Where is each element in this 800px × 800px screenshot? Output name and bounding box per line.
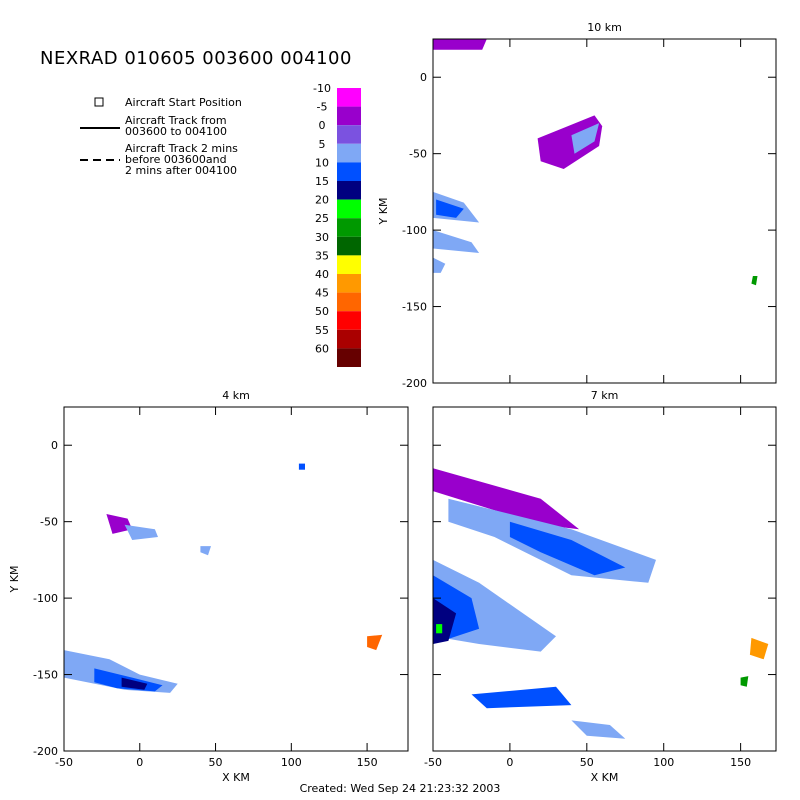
echo-region — [433, 39, 487, 50]
y-tick-label: -50 — [409, 148, 427, 161]
x-tick-label: 50 — [209, 756, 223, 769]
echo-region — [571, 123, 600, 154]
page-title: NEXRAD 010605 003600 004100 — [40, 48, 352, 69]
echo-region — [740, 676, 749, 687]
legend-track-label-1: Aircraft Track from — [125, 114, 227, 127]
x-tick-label: 100 — [653, 756, 674, 769]
legend-start-label: Aircraft Start Position — [125, 96, 242, 109]
colorbar-label: 15 — [315, 175, 329, 188]
y-tick-label: -150 — [33, 669, 58, 682]
colorbar-label: 25 — [315, 212, 329, 225]
start-position-marker-icon — [94, 97, 104, 107]
colorbar-label: 45 — [315, 287, 329, 300]
echo-region — [200, 546, 211, 556]
y-tick-label: -50 — [40, 516, 58, 529]
colorbar-swatch — [337, 125, 361, 144]
x-axis-label: X KM — [222, 771, 250, 784]
x-tick-label: -50 — [55, 756, 73, 769]
y-axis-label: Y KM — [8, 566, 21, 594]
echo-region — [471, 686, 572, 709]
x-tick-label: 0 — [506, 756, 513, 769]
legend-track-label-2: 003600 to 004100 — [125, 125, 227, 138]
colorbar-swatch — [337, 162, 361, 181]
y-tick-label: 0 — [420, 71, 427, 84]
colorbar-swatch — [337, 292, 361, 312]
x-axis-label: X KM — [591, 771, 619, 784]
echo-region — [537, 115, 603, 169]
plot-frame — [432, 406, 777, 752]
colorbar-label: 20 — [315, 194, 329, 207]
y-tick-label: -150 — [402, 301, 427, 314]
echo-region — [433, 257, 446, 273]
panel-10km: 10 km 0 -50 -100 -150 -200 Y KM — [377, 21, 777, 390]
echo-region — [509, 521, 626, 576]
echo-region — [106, 514, 133, 534]
colorbar-label: 60 — [315, 342, 329, 355]
y-tick-label: -100 — [33, 592, 58, 605]
echo-region — [298, 463, 305, 470]
colorbar-swatch — [337, 181, 361, 200]
x-tick-label: 50 — [580, 756, 594, 769]
legend: Aircraft Start Position Aircraft Track f… — [80, 96, 242, 177]
colorbar-swatch — [337, 255, 361, 274]
y-tick-label: 0 — [51, 439, 58, 452]
colorbar-label: 10 — [315, 156, 329, 169]
echo-region — [433, 468, 580, 530]
colorbar-label: 30 — [315, 231, 329, 244]
colorbar-swatch — [337, 106, 361, 126]
panel-7km: 7 km -50 0 50 100 150 X KM — [424, 389, 777, 784]
echo-region — [121, 677, 148, 690]
colorbar-label: 50 — [315, 305, 329, 318]
legend-extended-label-3: 2 mins after 004100 — [125, 164, 237, 177]
colorbar-label: 0 — [319, 119, 326, 132]
colorbar-label: 55 — [315, 324, 329, 337]
colorbar-swatch — [337, 143, 361, 163]
color-scale: -10 -5 0 5 10 15 20 25 30 35 40 45 50 55 60 — [313, 82, 361, 367]
colorbar-swatch — [337, 236, 361, 256]
panel-title: 10 km — [587, 21, 622, 34]
colorbar-swatch — [337, 274, 361, 293]
legend-extended-label-1: Aircraft Track 2 mins — [125, 142, 238, 155]
colorbar-swatch — [337, 199, 361, 219]
echo-region — [124, 524, 158, 540]
plot-frame — [432, 38, 777, 384]
y-tick-label: -100 — [402, 224, 427, 237]
colorbar-swatch — [337, 218, 361, 237]
echo-region — [749, 637, 769, 660]
legend-extended-label-2: before 003600and — [125, 153, 227, 166]
y-axis-label: Y KM — [377, 198, 390, 226]
echo-region — [751, 276, 758, 286]
colorbar-label: 40 — [315, 268, 329, 281]
echo-region — [433, 230, 480, 253]
colorbar-swatch — [337, 348, 361, 367]
x-tick-label: -50 — [424, 756, 442, 769]
x-tick-label: 0 — [136, 756, 143, 769]
panel-title: 7 km — [591, 389, 619, 402]
echo-region — [436, 199, 464, 218]
colorbar-swatch — [337, 311, 361, 330]
plot-frame — [63, 406, 409, 752]
created-footer: Created: Wed Sep 24 21:23:32 2003 — [300, 782, 501, 795]
colorbar-label: -5 — [317, 101, 328, 114]
echo-region — [436, 624, 443, 634]
y-tick-label: -200 — [402, 377, 427, 390]
colorbar-swatch — [337, 88, 361, 107]
echo-region — [367, 634, 383, 651]
x-tick-label: 150 — [357, 756, 378, 769]
colorbar-label: -10 — [313, 82, 331, 95]
colorbar-swatch — [337, 329, 361, 349]
panel-title: 4 km — [222, 389, 250, 402]
x-tick-label: 150 — [730, 756, 751, 769]
x-tick-label: 100 — [281, 756, 302, 769]
echo-region — [571, 720, 626, 739]
y-tick-label: -200 — [33, 745, 58, 758]
colorbar-label: 35 — [315, 249, 329, 262]
colorbar-label: 5 — [319, 138, 326, 151]
